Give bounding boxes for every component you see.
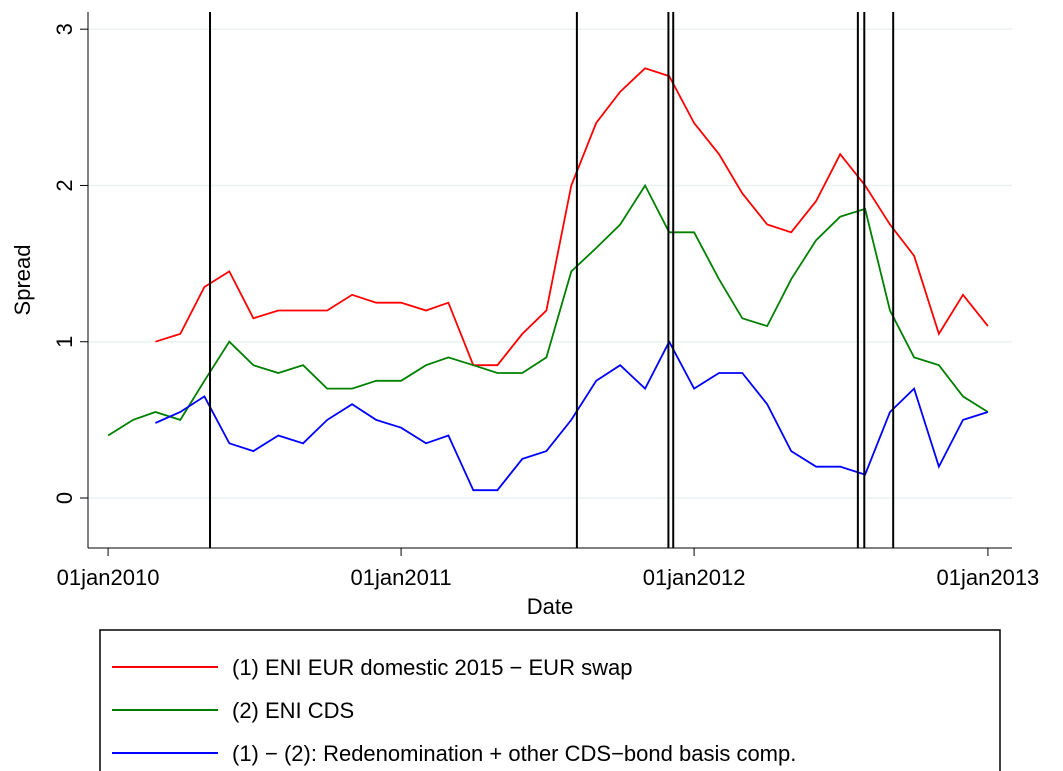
- legend-box: [99, 629, 1001, 771]
- series-line: [155, 339, 989, 492]
- x-axis-label: Date: [527, 594, 573, 619]
- series-line: [107, 183, 989, 437]
- x-tick-label: 01jan2012: [643, 565, 746, 590]
- y-tick-label: 0: [52, 492, 77, 504]
- legend-label: (1) − (2): Redenomination + other CDS−bo…: [232, 741, 796, 766]
- legend-label: (1) ENI EUR domestic 2015 − EUR swap: [232, 655, 632, 680]
- series-line: [155, 67, 989, 367]
- y-tick-label: 2: [52, 179, 77, 191]
- y-axis-label: Spread: [10, 245, 35, 316]
- legend-label: (2) ENI CDS: [232, 698, 354, 723]
- x-tick-label: 01jan2013: [937, 565, 1040, 590]
- y-tick-label: 1: [52, 336, 77, 348]
- x-tick-label: 01jan2011: [351, 565, 452, 590]
- y-tick-label: 3: [52, 23, 77, 35]
- x-tick-label: 01jan2010: [57, 565, 160, 590]
